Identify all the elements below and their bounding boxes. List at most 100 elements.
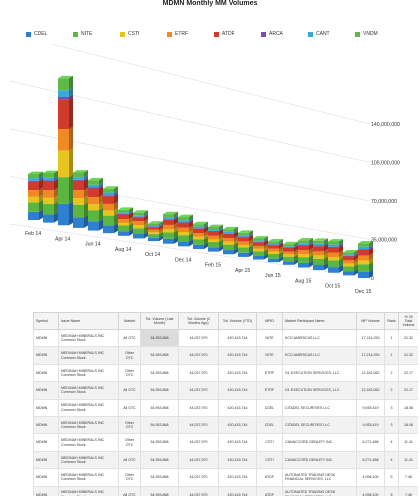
mm-volume-table-container: Symbol Issue Name Market Tot. Volume (Last … bbox=[33, 312, 418, 496]
bar-segment-cdel bbox=[328, 267, 339, 273]
legend-item-csti[interactable]: CSTI bbox=[120, 31, 139, 37]
table-cell: 17,214,253 bbox=[356, 346, 385, 365]
column-header-tot-volume-last-month[interactable]: Tot. Volume (Last Month) bbox=[140, 312, 179, 330]
table-cell: 420,415,744 bbox=[218, 485, 257, 496]
bar-top bbox=[118, 207, 133, 210]
table-row[interactable]: MDMN MEDINAH MINERALS INC Common Stock Oth… bbox=[33, 433, 418, 452]
column-header-issue-name[interactable]: Issue Name bbox=[58, 312, 119, 330]
table-row[interactable]: MDMN MEDINAH MINERALS INC Common Stock Oth… bbox=[33, 363, 418, 383]
bar-segment-cant bbox=[88, 184, 99, 188]
bar-side-nite bbox=[354, 264, 358, 272]
bar-side-arca bbox=[264, 239, 268, 243]
bar-side-atdf bbox=[114, 193, 118, 204]
legend-item-cant[interactable]: CANT bbox=[308, 31, 330, 37]
bar-side-cdel bbox=[324, 262, 328, 271]
table-cell: MEDINAH MINERALS INC Common Stock bbox=[58, 468, 119, 487]
table-cell: MEDINAH MINERALS INC Common Stock bbox=[58, 328, 119, 348]
bar-segment-cant bbox=[283, 246, 294, 248]
bar-side-csti bbox=[249, 242, 253, 248]
bar-side-cdel bbox=[129, 228, 133, 236]
bar-top bbox=[223, 226, 238, 230]
bar-segment-csti bbox=[43, 197, 54, 204]
legend-item-atdf[interactable]: ATDF bbox=[214, 31, 235, 37]
table-row[interactable]: MDMN MEDINAH MINERALS INC Common Stock Oth… bbox=[33, 415, 418, 435]
bar-side-atdf bbox=[234, 231, 238, 238]
bar-segment-cant bbox=[253, 240, 264, 242]
bar-side-atdf bbox=[309, 243, 313, 251]
legend-item-vndm[interactable]: VNDM bbox=[355, 31, 378, 37]
bar-side-atdf bbox=[279, 242, 283, 249]
bar-segment-atdf bbox=[283, 248, 294, 252]
bar-side-csti bbox=[39, 194, 43, 203]
bar-apr-14 bbox=[58, 75, 73, 226]
column-header-mp-volume[interactable]: MP Volume bbox=[356, 312, 385, 330]
legend-item-nite[interactable]: NITE bbox=[73, 31, 92, 37]
bar-side-vndm bbox=[324, 238, 328, 244]
legend-label: CANT bbox=[316, 31, 330, 37]
bar-side-cdel bbox=[249, 250, 253, 257]
column-header-tot-volume-ytd[interactable]: Tot. Volume (YTD) bbox=[218, 312, 257, 330]
column-header--of-total-volume[interactable]: % Of Total Volume bbox=[398, 312, 418, 330]
legend-item-cdel[interactable]: CDEL bbox=[26, 31, 47, 37]
table-cell: 5 bbox=[384, 468, 399, 487]
bar-side-nite bbox=[294, 254, 298, 262]
bar-segment-cant bbox=[28, 178, 39, 181]
bar-segment-etrf bbox=[313, 251, 324, 256]
column-header-mpid[interactable]: MPID bbox=[256, 312, 283, 330]
column-header-tot-volume-2-months-ago[interactable]: Tot. Volume (2 Months Ago) bbox=[178, 312, 219, 330]
table-cell: MDMN bbox=[33, 328, 59, 348]
column-header-market-participant-name[interactable]: Market Participant Name bbox=[282, 312, 357, 330]
bar-top bbox=[73, 170, 88, 173]
bar-segment-nite bbox=[58, 177, 69, 204]
bar-side-csti bbox=[309, 251, 313, 258]
bar-segment-vndm bbox=[148, 223, 159, 226]
bar-side-cdel bbox=[204, 242, 208, 249]
bar-segment-cant bbox=[43, 177, 54, 181]
table-cell: 6,271,468 bbox=[356, 450, 385, 470]
bar-side-atdf bbox=[69, 97, 73, 130]
table-cell: 44,037,970 bbox=[178, 381, 219, 400]
bar-side-csti bbox=[204, 234, 208, 240]
table-cell: NITE bbox=[256, 328, 283, 348]
bar-side-cdel bbox=[54, 212, 58, 223]
column-header-rank[interactable]: Rank bbox=[384, 312, 399, 330]
legend-item-etrf[interactable]: ETRF bbox=[167, 31, 188, 37]
table-cell: CITADEL SECURITIES LLC bbox=[282, 398, 357, 417]
bar-side-arca bbox=[114, 192, 118, 197]
stacked-bar-chart: 0 35,000,000 70,000,000 105,000,000 140,000,… bbox=[9, 44, 400, 294]
legend-label: ARCA bbox=[269, 31, 283, 37]
bar-side-cdel bbox=[219, 244, 223, 252]
table-cell: 420,415,744 bbox=[218, 328, 257, 348]
column-header-market[interactable]: Market bbox=[118, 312, 141, 330]
bar-segment-arca bbox=[103, 195, 114, 197]
table-cell: CSTI bbox=[256, 433, 283, 452]
bar-side-csti bbox=[219, 237, 223, 242]
bar-side-cdel bbox=[279, 256, 283, 263]
table-cell: MEDINAH MINERALS INC Common Stock bbox=[58, 433, 119, 452]
table-row[interactable]: MDMN MEDINAH MINERALS INC Common Stock Oth… bbox=[33, 346, 418, 365]
bar-side-nite bbox=[369, 261, 373, 272]
bar-segment-atdf bbox=[178, 222, 189, 228]
bar-segment-arca bbox=[298, 244, 309, 246]
bar-side-etrf bbox=[249, 238, 253, 245]
table-cell: 44,037,970 bbox=[178, 450, 219, 470]
table-cell: 6,271,468 bbox=[356, 433, 385, 452]
bar-segment-cdel bbox=[298, 262, 309, 268]
bar-segment-nite bbox=[253, 251, 264, 256]
table-cell: ATDF bbox=[256, 468, 283, 487]
legend-item-arca[interactable]: ARCA bbox=[261, 31, 283, 37]
table-cell: MEDINAH MINERALS INC Common Stock bbox=[58, 363, 119, 383]
bar-side-nite bbox=[279, 251, 283, 259]
bar-segment-etrf bbox=[223, 237, 234, 242]
bar-segment-arca bbox=[343, 255, 354, 257]
bar-segment-etrf bbox=[208, 235, 219, 240]
table-row[interactable]: MDMN MEDINAH MINERALS INC Common Stock Oth… bbox=[33, 468, 418, 487]
bar-side-atdf bbox=[324, 243, 328, 252]
bar-side-csti bbox=[234, 239, 238, 245]
column-header-symbol[interactable]: Symbol bbox=[33, 312, 59, 330]
